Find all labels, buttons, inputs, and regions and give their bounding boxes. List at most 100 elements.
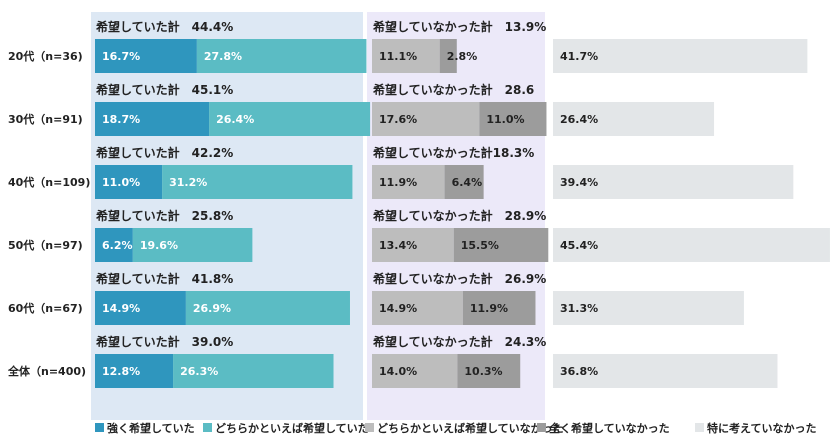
data-label: 26.4% <box>560 113 598 126</box>
group-total-label: 希望していた計 39.0% <box>95 334 233 349</box>
bar-segment <box>553 354 778 388</box>
bar-segment <box>553 102 715 136</box>
data-label: 36.8% <box>560 365 598 378</box>
bar-segment <box>444 165 484 199</box>
data-label: 26.4% <box>216 113 254 126</box>
data-label: 26.9% <box>193 302 231 315</box>
bar-segment <box>209 102 371 136</box>
group-total-label: 希望していなかった計 28.6 <box>372 82 534 97</box>
legend-swatch <box>95 423 104 432</box>
bar-segment <box>196 39 367 73</box>
data-label: 16.7% <box>102 50 140 63</box>
group-total-label: 希望していた計 42.2% <box>95 145 233 160</box>
legend-swatch <box>695 423 704 432</box>
bar-segment <box>553 39 808 73</box>
bar-segment <box>372 39 440 73</box>
legend-item: 特に考えていなかった <box>695 421 816 435</box>
data-label: 45.4% <box>560 239 598 252</box>
data-label: 6.2% <box>102 239 133 252</box>
panel-wanted-background <box>91 12 363 420</box>
bar-segment <box>372 102 480 136</box>
legend-item: どちらかといえば希望していなかった <box>365 421 564 435</box>
chart-row: 50代（n=97) 希望していた計 25.8% 希望していなかった計 28.9% 6.… <box>8 208 830 262</box>
category-label: 全体（n=400) <box>7 364 86 378</box>
legend-label: 強く希望していた <box>107 421 195 435</box>
bar-segment <box>372 165 445 199</box>
group-total-label: 希望していなかった計 26.9% <box>372 271 546 286</box>
data-label: 11.0% <box>486 113 524 126</box>
category-label: 60代（n=67) <box>8 301 83 315</box>
bar-segment <box>173 354 334 388</box>
data-label: 13.4% <box>379 239 417 252</box>
category-label: 40代（n=109) <box>8 175 90 189</box>
bar-segment <box>132 228 253 262</box>
data-label: 14.0% <box>379 365 417 378</box>
bar-segment <box>95 354 174 388</box>
bar-segment <box>185 291 350 325</box>
data-label: 15.5% <box>461 239 499 252</box>
data-label: 31.3% <box>560 302 598 315</box>
data-label: 18.7% <box>102 113 140 126</box>
data-label: 39.4% <box>560 176 598 189</box>
group-total-label: 希望していた計 25.8% <box>95 208 233 223</box>
bar-segment <box>372 228 454 262</box>
category-label: 20代（n=36) <box>8 49 83 63</box>
bar-segment <box>95 228 133 262</box>
bar-segment <box>453 228 549 262</box>
bar-segment <box>462 291 536 325</box>
legend-item: どちらかといえば希望していた <box>203 421 369 435</box>
legend-item: 強く希望していた <box>95 421 195 435</box>
panel-not-wanted-background <box>367 12 545 420</box>
data-label: 17.6% <box>379 113 417 126</box>
legend: 強く希望していた どちらかといえば希望していた どちらかといえば希望していなかった全… <box>95 421 816 435</box>
bar-segment <box>95 39 197 73</box>
group-total-label: 希望していなかった計18.3% <box>372 145 534 160</box>
chart-row: 全体（n=400) 希望していた計 39.0% 希望していなかった計 24.3% 12… <box>7 334 778 388</box>
legend-label: どちらかといえば希望していた <box>215 421 369 435</box>
bar-segment <box>457 354 521 388</box>
chart-row: 30代（n=91) 希望していた計 45.1% 希望していなかった計 28.6 18.… <box>8 82 715 136</box>
data-label: 31.2% <box>169 176 207 189</box>
category-label: 50代（n=97) <box>8 238 83 252</box>
group-total-label: 希望していた計 45.1% <box>95 82 233 97</box>
chart-row: 40代（n=109) 希望していた計 42.2% 希望していなかった計18.3% 11… <box>8 145 794 199</box>
data-label: 14.9% <box>379 302 417 315</box>
legend-label: 特に考えていなかった <box>707 421 816 435</box>
data-label: 6.4% <box>452 176 483 189</box>
legend-label: どちらかといえば希望していなかった <box>377 421 564 435</box>
data-label: 2.8% <box>447 50 478 63</box>
data-label: 14.9% <box>102 302 140 315</box>
legend-swatch <box>537 423 546 432</box>
group-total-label: 希望していた計 44.4% <box>95 19 233 34</box>
chart-row: 20代（n=36) 希望していた計 44.4% 希望していなかった計 13.9% 16… <box>8 19 808 73</box>
bar-segment <box>553 228 830 262</box>
bar-segment <box>162 165 353 199</box>
data-label: 10.3% <box>464 365 502 378</box>
bar-segment <box>372 291 463 325</box>
group-total-label: 希望していた計 41.8% <box>95 271 233 286</box>
legend-swatch <box>203 423 212 432</box>
bar-segment <box>95 102 210 136</box>
data-label: 11.0% <box>102 176 140 189</box>
data-label: 12.8% <box>102 365 140 378</box>
data-label: 41.7% <box>560 50 598 63</box>
legend-swatch <box>365 423 374 432</box>
data-label: 11.9% <box>470 302 508 315</box>
data-label: 27.8% <box>204 50 242 63</box>
category-label: 30代（n=91) <box>8 112 83 126</box>
bar-segment <box>95 165 163 199</box>
group-total-label: 希望していなかった計 13.9% <box>372 19 546 34</box>
bar-segment <box>479 102 547 136</box>
bar-segment <box>95 291 186 325</box>
bar-segment <box>439 39 457 73</box>
data-label: 26.3% <box>180 365 218 378</box>
data-label: 11.1% <box>379 50 417 63</box>
group-total-label: 希望していなかった計 28.9% <box>372 208 546 223</box>
bar-segment <box>553 291 744 325</box>
legend-label: 全く希望していなかった <box>548 421 670 435</box>
legend-item: 全く希望していなかった <box>537 421 670 435</box>
group-total-label: 希望していなかった計 24.3% <box>372 334 546 349</box>
data-label: 19.6% <box>140 239 178 252</box>
chart-rows: 20代（n=36) 希望していた計 44.4% 希望していなかった計 13.9% 16… <box>7 19 830 388</box>
